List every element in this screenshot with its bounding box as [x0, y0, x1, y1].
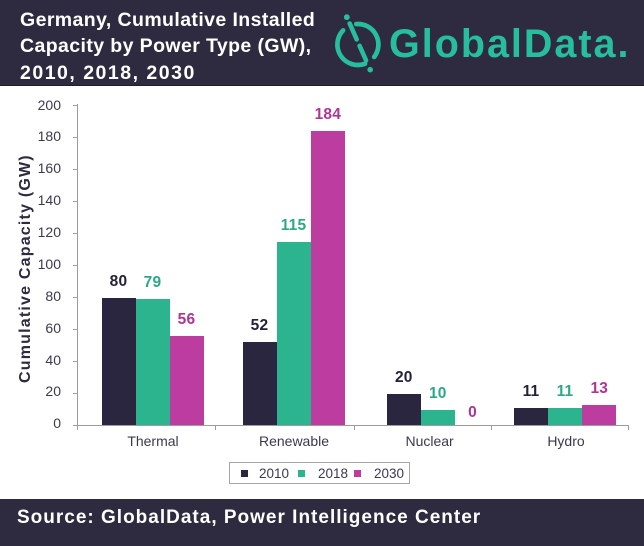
svg-text:GlobalData.: GlobalData.	[389, 22, 631, 66]
